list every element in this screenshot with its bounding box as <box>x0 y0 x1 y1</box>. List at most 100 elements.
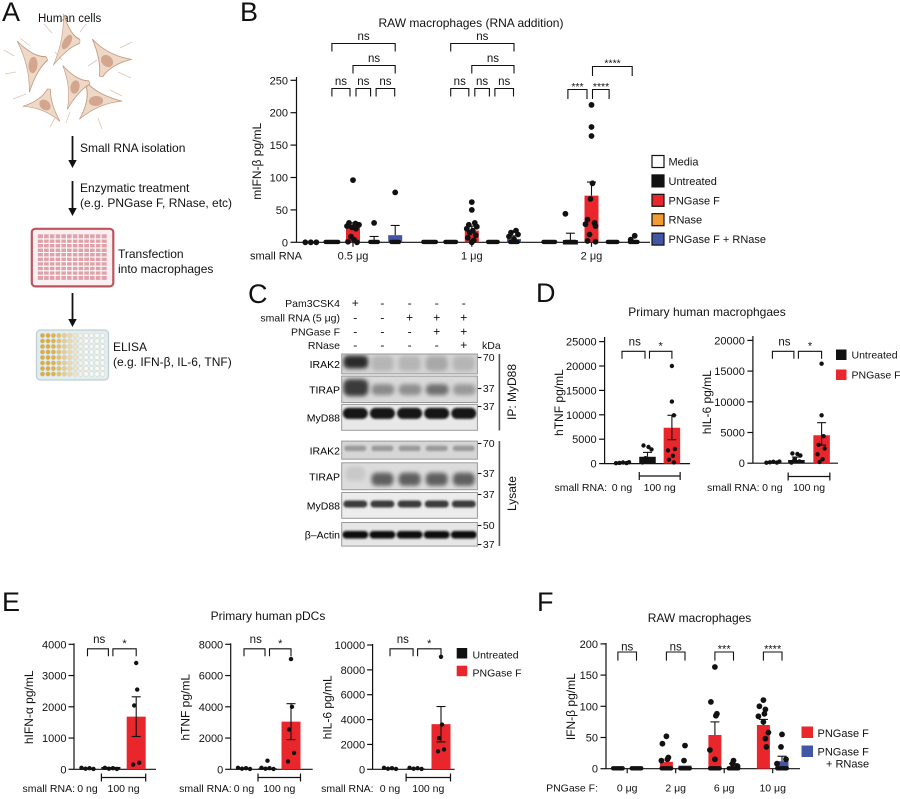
svg-text:37: 37 <box>483 468 495 480</box>
svg-text:ns: ns <box>487 53 499 65</box>
svg-text:PNGase F:: PNGase F: <box>546 783 598 795</box>
svg-text:ns: ns <box>357 31 369 43</box>
svg-text:small RNA:: small RNA: <box>22 783 75 794</box>
svg-text:100 ng: 100 ng <box>644 482 676 494</box>
svg-text:ns: ns <box>454 76 466 88</box>
svg-text:*: * <box>659 341 664 353</box>
svg-text:ns: ns <box>621 642 633 654</box>
svg-text:100 ng: 100 ng <box>412 783 444 794</box>
svg-text:70: 70 <box>483 352 495 364</box>
svg-text:hTNF pg/mL: hTNF pg/mL <box>552 369 566 436</box>
svg-text:****: **** <box>593 81 609 93</box>
svg-text:-: - <box>353 311 357 325</box>
svg-text:ns: ns <box>379 76 391 88</box>
svg-text:250: 250 <box>270 75 288 87</box>
svg-text:200: 200 <box>270 108 288 120</box>
svg-text:150: 150 <box>270 140 288 152</box>
svg-text:8000: 8000 <box>199 639 223 651</box>
svg-text:-: - <box>380 311 384 325</box>
svg-text:Untreated: Untreated <box>852 350 898 362</box>
svg-text:37: 37 <box>483 401 495 413</box>
svg-text:Primary human macrophgaes: Primary human macrophgaes <box>628 305 785 319</box>
svg-text:hIL-6 pg/mL: hIL-6 pg/mL <box>700 370 714 434</box>
svg-text:-: - <box>408 338 412 352</box>
svg-text:small RNA (5 μg): small RNA (5 μg) <box>260 313 340 325</box>
svg-text:37: 37 <box>483 489 495 501</box>
svg-text:50: 50 <box>276 205 288 217</box>
svg-text:MyD88: MyD88 <box>307 413 340 425</box>
svg-text:4000: 4000 <box>42 639 66 651</box>
svg-text:Small RNA isolation: Small RNA isolation <box>80 141 185 155</box>
svg-text:Media: Media <box>669 157 700 169</box>
svg-text:C: C <box>248 279 268 309</box>
svg-text:+: + <box>433 325 440 339</box>
svg-text:-: - <box>462 296 466 310</box>
svg-text:PNGase F: PNGase F <box>669 195 721 207</box>
svg-text:3000: 3000 <box>42 671 66 683</box>
svg-text:5000: 5000 <box>572 434 596 446</box>
svg-text:15000: 15000 <box>714 366 745 378</box>
svg-text:ns: ns <box>93 634 105 646</box>
svg-text:6000: 6000 <box>341 690 365 702</box>
svg-text:0 μg: 0 μg <box>617 783 638 795</box>
svg-text:small RNA: small RNA <box>250 251 303 263</box>
svg-text:mIFN-β pg/mL: mIFN-β pg/mL <box>250 123 264 200</box>
svg-text:0: 0 <box>217 764 223 776</box>
svg-text:150: 150 <box>580 670 598 682</box>
svg-text:(e.g. IFN-β, IL-6, TNF): (e.g. IFN-β, IL-6, TNF) <box>113 355 232 369</box>
svg-text:Enzymatic treatment: Enzymatic treatment <box>80 181 190 195</box>
svg-text:Human cells: Human cells <box>38 13 102 25</box>
svg-text:ns: ns <box>629 337 641 349</box>
svg-text:0 ng: 0 ng <box>380 783 401 794</box>
svg-text:100 ng: 100 ng <box>107 783 139 794</box>
svg-text:PNGase F: PNGase F <box>818 728 870 740</box>
svg-text:*: * <box>427 638 432 650</box>
svg-text:+: + <box>460 338 467 352</box>
svg-text:****: **** <box>604 57 620 69</box>
svg-text:+: + <box>433 311 440 325</box>
svg-text:-: - <box>435 338 439 352</box>
svg-text:10000: 10000 <box>566 410 597 422</box>
svg-text:0: 0 <box>739 458 745 470</box>
svg-text:ns: ns <box>670 642 682 654</box>
svg-text:0.5 μg: 0.5 μg <box>338 251 369 263</box>
svg-text:ns: ns <box>357 76 369 88</box>
svg-text:ns: ns <box>498 76 510 88</box>
svg-text:0: 0 <box>359 764 365 776</box>
svg-text:-: - <box>380 325 384 339</box>
svg-text:50: 50 <box>483 520 495 532</box>
svg-text:ns: ns <box>778 337 790 349</box>
svg-text:10000: 10000 <box>335 640 366 652</box>
svg-text:RNase: RNase <box>308 340 340 352</box>
svg-text:kDa: kDa <box>482 340 501 352</box>
svg-text:ELISA: ELISA <box>113 340 147 354</box>
svg-text:37: 37 <box>483 539 495 551</box>
svg-text:70: 70 <box>483 438 495 450</box>
svg-text:0 ng: 0 ng <box>762 482 783 494</box>
svg-text:PNGase F: PNGase F <box>291 327 340 339</box>
svg-text:50: 50 <box>586 733 598 745</box>
svg-text:Primary human pDCs: Primary human pDCs <box>211 609 326 623</box>
svg-text:15000: 15000 <box>566 385 597 397</box>
svg-text:10 μg: 10 μg <box>759 783 786 795</box>
svg-text:6 μg: 6 μg <box>714 783 735 795</box>
svg-text:10000: 10000 <box>714 397 745 409</box>
svg-text:0: 0 <box>60 764 66 776</box>
svg-text:***: *** <box>718 644 732 656</box>
svg-text:IP: MyD88: IP: MyD88 <box>505 364 519 420</box>
svg-text:2000: 2000 <box>199 733 223 745</box>
svg-text:PNGase F: PNGase F <box>852 370 900 382</box>
svg-text:A: A <box>2 0 20 27</box>
svg-text:4000: 4000 <box>341 715 365 727</box>
svg-text:0 ng: 0 ng <box>612 482 633 494</box>
svg-text:small RNA:: small RNA: <box>321 783 374 794</box>
svg-text:D: D <box>536 278 556 308</box>
svg-text:(e.g. PNGase F, RNase, etc): (e.g. PNGase F, RNase, etc) <box>80 196 232 210</box>
svg-text:+: + <box>406 311 413 325</box>
svg-text:6000: 6000 <box>199 671 223 683</box>
svg-text:hIL-6 pg/mL: hIL-6 pg/mL <box>321 675 335 739</box>
svg-text:2 μg: 2 μg <box>581 251 603 263</box>
svg-text:E: E <box>2 587 20 617</box>
svg-text:ns: ns <box>397 634 409 646</box>
svg-text:20000: 20000 <box>714 335 745 347</box>
